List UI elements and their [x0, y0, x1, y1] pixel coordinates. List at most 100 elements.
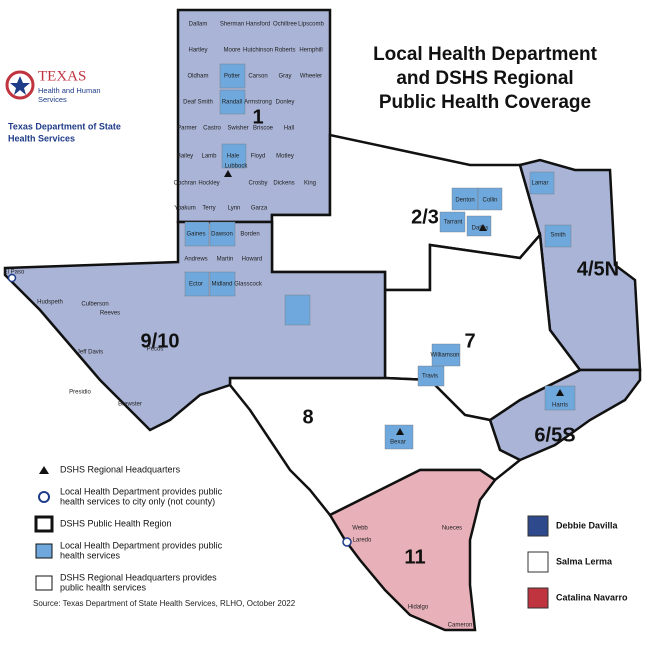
county-label: Midland: [211, 282, 232, 288]
county-label: Hale: [227, 154, 240, 160]
director-swatch: [527, 515, 549, 537]
county-label: Lamar: [531, 181, 548, 187]
legend-label: DSHS Regional Headquarters: [60, 464, 181, 474]
county-label: Crosby: [248, 181, 267, 187]
county-label: Swisher: [227, 126, 248, 132]
director-swatch: [527, 587, 549, 609]
region: [3, 220, 387, 432]
legend-icon: [35, 575, 53, 591]
county-label: King: [304, 181, 316, 187]
county-label: Andrews: [184, 257, 207, 263]
county-label: Glasscock: [234, 282, 263, 288]
legend-label: DSHS Public Health Region: [60, 518, 172, 528]
county-label: Hall: [284, 126, 294, 132]
county-label: Hemphill: [299, 48, 322, 54]
county-label: Laredo: [353, 538, 372, 544]
county-label: Deaf Smith: [183, 100, 213, 106]
county-label: Armstrong: [244, 100, 272, 106]
county-label: Gaines: [186, 232, 205, 238]
county-label: Nueces: [442, 526, 462, 532]
region-label: 2/3: [411, 206, 439, 228]
region-label: 6/5S: [534, 424, 575, 446]
region-label: 11: [404, 546, 425, 568]
logo-sub: Services: [38, 95, 67, 104]
legend-icon: [35, 543, 53, 559]
source: Source: Texas Department of State Health…: [33, 599, 296, 608]
county-label: Cameron: [448, 623, 473, 629]
county-label: Travis: [422, 374, 438, 380]
region-label: 7: [464, 330, 475, 352]
logo-sub: Health and Human: [38, 86, 101, 95]
county-label: Howard: [242, 257, 263, 263]
legend: DSHS Regional Headquarters Local Health D…: [34, 464, 223, 592]
legend-icon: [34, 515, 54, 533]
county-label: Culberson: [81, 302, 108, 308]
county-label: Garza: [251, 206, 268, 212]
legend-label: health services: [60, 550, 121, 560]
county-label: Lubbock: [225, 164, 249, 170]
region: [328, 468, 497, 632]
county-label: Williamson: [430, 353, 459, 359]
county-label: Bexar: [390, 440, 406, 446]
director-swatch: [527, 551, 549, 573]
title: Local Health Department and DSHS Regiona…: [373, 44, 597, 113]
county-label: Terry: [202, 206, 215, 212]
legend-icon: [39, 466, 49, 474]
county-label: Tarrant: [444, 220, 463, 226]
logo-dept: Health Services: [8, 133, 75, 143]
county-label: Webb: [352, 526, 368, 532]
director-legend: Debbie Davilla Salma Lerma Catalina Navarr…: [527, 515, 628, 609]
director-name: Salma Lerma: [556, 556, 613, 566]
title-line: Public Health Coverage: [379, 92, 591, 113]
county-label: Potter: [224, 74, 240, 80]
county-label: Donley: [276, 100, 295, 106]
logo-org: TEXAS: [38, 68, 86, 84]
county-label: Dallas: [472, 226, 489, 232]
county-label: El Paso: [4, 270, 25, 276]
county-label: Ector: [189, 282, 203, 288]
county-highlights: [184, 63, 576, 450]
county-label: Dallam: [189, 22, 208, 28]
title-line: Local Health Department: [373, 44, 597, 65]
title-line: and DSHS Regional: [396, 68, 573, 89]
county-label: Motley: [276, 154, 294, 160]
county-label: Parmer: [177, 126, 197, 132]
county-label: Hockley: [198, 181, 219, 187]
county-label: Randall: [222, 100, 242, 106]
director-name: Debbie Davilla: [556, 520, 619, 530]
county-label: Hidalgo: [408, 605, 429, 611]
county-label: Collin: [482, 198, 497, 204]
region-label: 1: [252, 106, 263, 128]
county-label: Jeff Davis: [77, 350, 103, 356]
legend-icon: [38, 491, 50, 503]
county-label: Castro: [203, 126, 221, 132]
county-label: Denton: [455, 198, 474, 204]
county-label: Ochiltree: [273, 22, 298, 28]
county-labels: Dallam Sherman Hansford Ochiltree Lipscomb Ha…: [4, 22, 568, 629]
county-label: Gray: [278, 74, 291, 80]
logo: TEXAS Health and Human Services Texas De…: [5, 68, 121, 143]
legend-label: Local Health Department provides public: [60, 486, 223, 496]
county-label: Hutchinson: [243, 48, 273, 54]
county-label: Hartley: [188, 48, 207, 54]
county-label: Dawson: [211, 232, 233, 238]
county-label: Pecos: [147, 347, 164, 353]
county-label: Hansford: [246, 22, 270, 28]
county-label: Dickens: [273, 181, 294, 187]
county-label: Hudspeth: [37, 300, 63, 306]
county-label: Cochran: [174, 181, 197, 187]
county-label: Smith: [550, 233, 565, 239]
county-label: Yoakum: [174, 206, 195, 212]
county-label: Wheeler: [300, 74, 322, 80]
county-label: Oldham: [187, 74, 208, 80]
logo-dept: Texas Department of State: [8, 121, 121, 131]
region-labels: 1 2/3 4/5N 6/5S 7 8 9/10 11: [141, 106, 620, 568]
county-label: Brewster: [118, 402, 142, 408]
county-label: Floyd: [251, 154, 266, 160]
county-label: Martin: [217, 257, 234, 263]
county-label: Lipscomb: [298, 22, 324, 28]
legend-label: health services to city only (not county…: [60, 496, 215, 506]
county-label: Lamb: [201, 154, 217, 160]
county-label: Presidio: [69, 390, 91, 396]
